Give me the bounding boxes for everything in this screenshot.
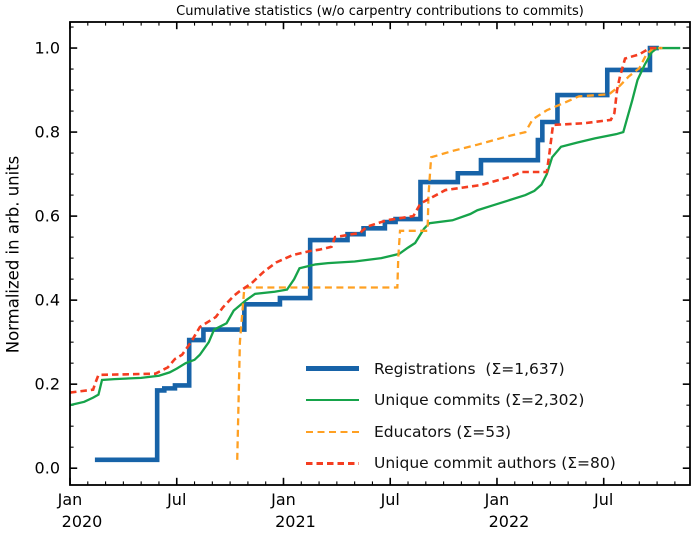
unique-commit-authors-line-sample: [306, 461, 359, 465]
series-line-unique: [69, 46, 681, 407]
x-tick-year-label: 2022: [489, 512, 530, 531]
series-line-unique: [69, 46, 661, 394]
y-tick-label: 1.0: [35, 39, 60, 58]
x-tick-label: Jul: [380, 490, 400, 509]
legend-label: Educators (Σ=53): [374, 422, 512, 441]
series-line-registrations: [94, 45, 659, 463]
legend-item-unique-commits: Unique commits (Σ=2,302): [306, 385, 616, 417]
educators-line-sample: [306, 430, 359, 433]
legend-label: Registrations (Σ=1,637): [374, 359, 565, 378]
x-tick-label: Jul: [593, 490, 613, 509]
legend-label: Unique commits (Σ=2,302): [374, 391, 585, 410]
legend: Registrations (Σ=1,637) Unique commits (…: [306, 353, 616, 479]
legend-item-educators: Educators (Σ=53): [306, 416, 616, 448]
y-tick-label: 0.8: [35, 123, 60, 142]
x-tick-year-label: 2021: [275, 512, 316, 531]
series-line-educators: [236, 46, 663, 460]
legend-item-unique-commit-authors: Unique commit authors (Σ=80): [306, 448, 616, 480]
legend-item-registrations: Registrations (Σ=1,637): [306, 353, 616, 385]
y-tick-label: 0.6: [35, 207, 60, 226]
y-tick-label: 0.4: [35, 291, 60, 310]
legend-label: Unique commit authors (Σ=80): [374, 454, 616, 473]
y-axis-label: Normalized in arb. units: [3, 155, 23, 354]
y-tick-label: 0.2: [35, 375, 60, 394]
x-tick-label: Jan: [484, 490, 510, 509]
x-tick-label: Jul: [166, 490, 186, 509]
unique-commits-line-sample: [306, 399, 359, 402]
x-tick-label: Jan: [270, 490, 296, 509]
plot-border: [69, 21, 691, 486]
x-tick-label: Jan: [57, 490, 83, 509]
registrations-line-sample: [306, 366, 359, 372]
y-tick-label: 0.0: [35, 459, 60, 478]
x-tick-year-label: 2020: [62, 512, 103, 531]
chart-title: Cumulative statistics (w/o carpentry con…: [176, 4, 584, 19]
